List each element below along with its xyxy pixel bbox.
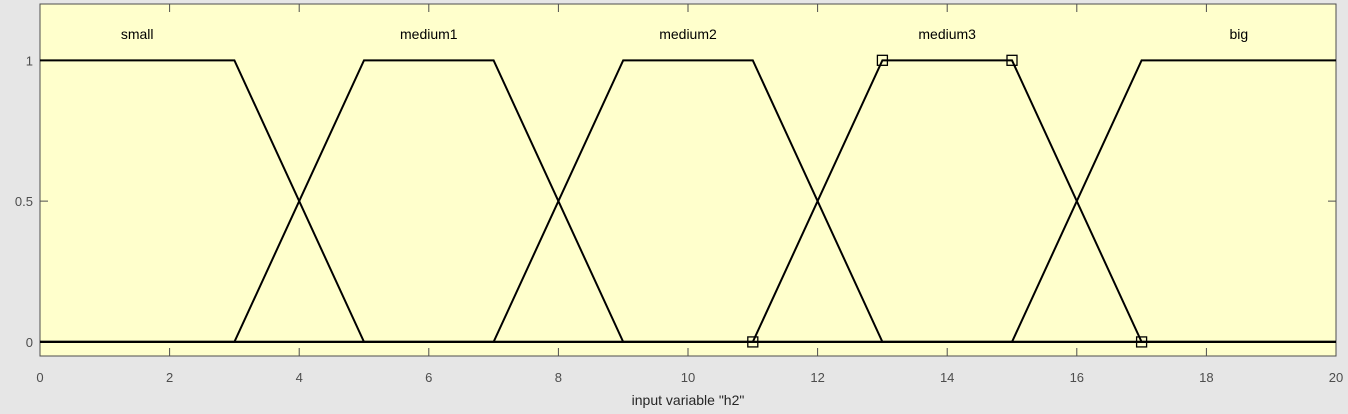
x-tick-label: 0 xyxy=(36,370,43,385)
y-tick-label: 1 xyxy=(26,53,33,68)
mf-label-small: small xyxy=(121,26,154,42)
vertex-marker[interactable] xyxy=(747,336,759,348)
y-tick-label: 0 xyxy=(26,335,33,350)
x-tick-label: 4 xyxy=(296,370,303,385)
x-tick-label: 2 xyxy=(166,370,173,385)
x-tick-label: 20 xyxy=(1329,370,1343,385)
vertex-marker[interactable] xyxy=(1006,54,1018,66)
vertex-marker[interactable] xyxy=(1135,336,1148,348)
x-tick-label: 18 xyxy=(1199,370,1213,385)
x-tick-label: 10 xyxy=(681,370,695,385)
plot-background xyxy=(40,4,1336,356)
mf-label-medium1: medium1 xyxy=(400,26,458,42)
x-tick-label: 8 xyxy=(555,370,562,385)
x-axis-label: input variable "h2" xyxy=(632,392,745,408)
x-tick-label: 16 xyxy=(1070,370,1084,385)
vertex-marker[interactable] xyxy=(876,54,889,66)
x-tick-label: 12 xyxy=(810,370,824,385)
mf-labels: small medium1 medium2 medium3 big xyxy=(121,26,1248,42)
selected-mf-markers xyxy=(747,54,1148,348)
x-tick-label: 14 xyxy=(940,370,954,385)
y-tick-label: 0.5 xyxy=(15,194,33,209)
mf-line-big[interactable] xyxy=(40,59,1336,343)
x-tick-label: 6 xyxy=(425,370,432,385)
mf-label-medium2: medium2 xyxy=(659,26,717,42)
mf-label-big: big xyxy=(1229,26,1248,42)
mf-label-medium3: medium3 xyxy=(918,26,976,42)
series-lines xyxy=(40,59,1336,343)
axes: 0 2 4 6 8 10 12 14 16 18 20 0 0.5 1 xyxy=(15,3,1343,385)
